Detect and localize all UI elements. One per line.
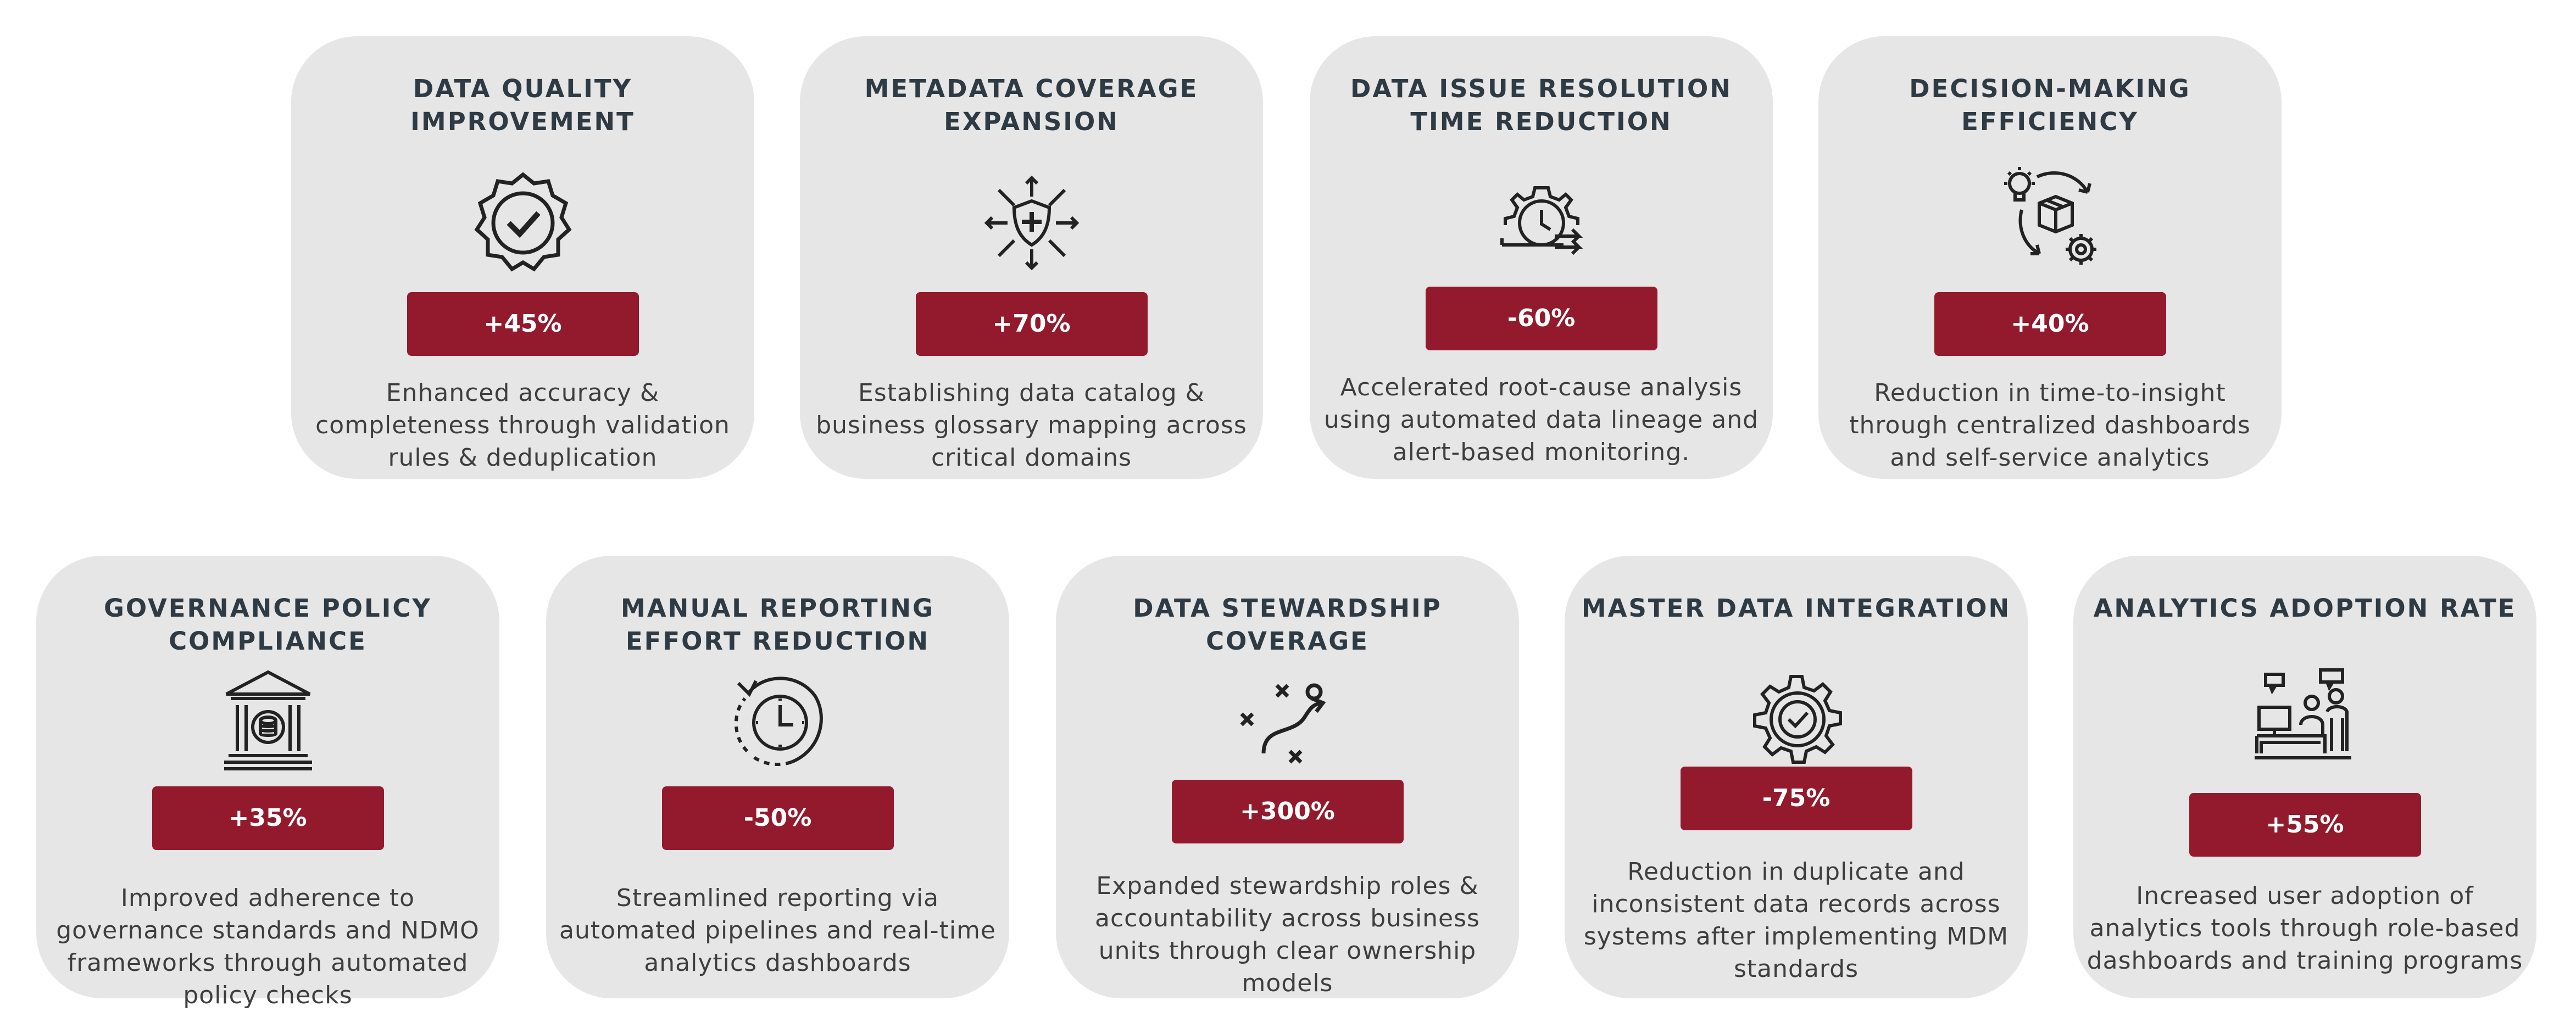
- card-title: DECISION-MAKING EFFICIENCY: [1909, 74, 2191, 136]
- card-title: MANUAL REPORTING EFFORT REDUCTION: [621, 594, 934, 656]
- idea-cycle-icon: [1995, 164, 2105, 273]
- card-title: MASTER DATA INTEGRATION: [1581, 594, 2011, 623]
- kpi-card-metadata-coverage: METADATA COVERAGE EXPANSION +70% Establi…: [800, 36, 1263, 479]
- card-description: Enhanced accuracy & completeness through…: [315, 379, 730, 472]
- card-description: Expanded stewardship roles & accountabil…: [1095, 872, 1480, 997]
- card-description: Accelerated root-cause analysis using au…: [1323, 373, 1759, 466]
- kpi-card-issue-resolution: DATA ISSUE RESOLUTION TIME REDUCTION -60…: [1310, 36, 1773, 479]
- kpi-value-badge: +70%: [915, 292, 1148, 356]
- card-title: DATA QUALITY IMPROVEMENT: [410, 74, 635, 136]
- card-description: Establishing data catalog & business glo…: [816, 379, 1247, 472]
- gear-check-icon: [1742, 666, 1851, 775]
- card-title: DATA STEWARDSHIP COVERAGE: [1133, 594, 1442, 656]
- card-description: Streamlined reporting via automated pipe…: [559, 884, 996, 977]
- user-workstation-icon: [2250, 663, 2360, 773]
- card-description: Improved adherence to governance standar…: [56, 884, 480, 1009]
- gear-clock-icon: [1487, 168, 1596, 278]
- card-description: Reduction in duplicate and inconsistent …: [1583, 858, 2009, 983]
- card-title: GOVERNANCE POLICY COMPLIANCE: [103, 594, 432, 656]
- clock-refresh-icon: [723, 663, 833, 773]
- card-description: Increased user adoption of analytics too…: [2087, 882, 2523, 975]
- kpi-card-data-quality: DATA QUALITY IMPROVEMENT +45% Enhanced a…: [291, 36, 754, 479]
- card-description: Reduction in time-to-insight through cen…: [1849, 379, 2251, 472]
- kpi-value-badge: +40%: [1934, 292, 2166, 356]
- kpi-card-master-data: MASTER DATA INTEGRATION -75% Reduction i…: [1565, 556, 2028, 998]
- kpi-card-decision-making: DECISION-MAKING EFFICIENCY +40% Reductio…: [1818, 36, 2282, 479]
- shield-network-icon: [977, 168, 1087, 278]
- card-title: ANALYTICS ADOPTION RATE: [2093, 594, 2517, 623]
- badge-check-icon: [468, 168, 578, 278]
- kpi-card-data-stewardship: DATA STEWARDSHIP COVERAGE +300% Expanded…: [1056, 556, 1519, 998]
- strategy-icon: [1233, 666, 1343, 775]
- kpi-value-badge: +35%: [152, 786, 384, 850]
- kpi-card-analytics-adoption: ANALYTICS ADOPTION RATE +55% Increased u…: [2073, 556, 2536, 998]
- card-title: DATA ISSUE RESOLUTION TIME REDUCTION: [1350, 74, 1732, 136]
- institution-icon: [213, 666, 323, 775]
- kpi-card-manual-reporting: MANUAL REPORTING EFFORT REDUCTION -50% S…: [546, 556, 1009, 998]
- kpi-card-governance-compliance: GOVERNANCE POLICY COMPLIANCE +35% Improv…: [36, 556, 499, 1009]
- kpi-value-badge: -50%: [661, 786, 894, 850]
- kpi-value-badge: +55%: [2189, 793, 2421, 857]
- kpi-value-badge: -60%: [1425, 287, 1657, 350]
- kpi-value-badge: -75%: [1680, 767, 1912, 830]
- kpi-value-badge: +45%: [407, 292, 639, 356]
- card-title: METADATA COVERAGE EXPANSION: [864, 74, 1199, 136]
- kpi-value-badge: +300%: [1171, 780, 1404, 843]
